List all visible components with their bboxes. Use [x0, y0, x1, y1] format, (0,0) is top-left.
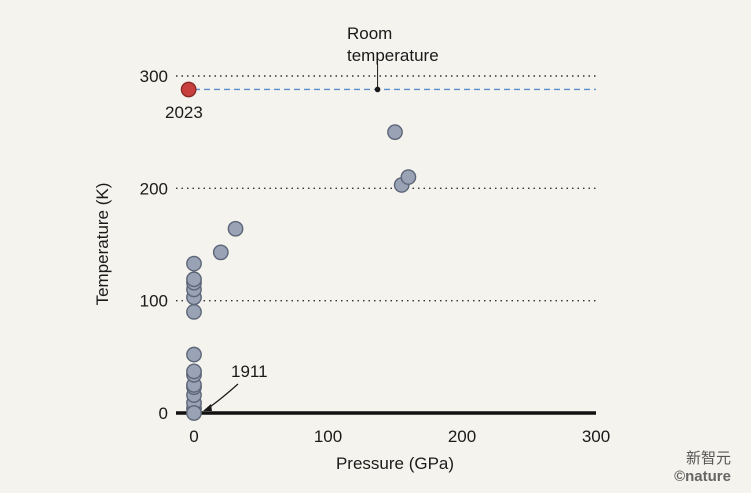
- nature-credit: ©nature: [674, 468, 731, 485]
- label-2023: 2023: [165, 103, 203, 122]
- data-point: [212, 244, 229, 261]
- arrowhead-1911: [203, 404, 212, 411]
- data-point: [400, 169, 417, 186]
- y-tick-0: 0: [159, 404, 168, 423]
- data-point: [186, 363, 202, 380]
- data-point: [186, 346, 202, 363]
- data-point: [227, 220, 244, 237]
- annotations: Room temperature 2023 1911: [165, 24, 439, 411]
- data-point: [186, 255, 202, 272]
- arrow-1911: [206, 383, 239, 410]
- y-tick-100: 100: [140, 292, 168, 311]
- room-label-line2: temperature: [347, 46, 439, 65]
- data-point: [387, 124, 403, 141]
- point-2023: [180, 81, 197, 98]
- x-tick-300: 300: [582, 427, 610, 446]
- gridlines: [176, 75, 596, 302]
- room-temperature-marker: [374, 86, 381, 93]
- x-axis-label: Pressure (GPa): [336, 454, 454, 473]
- watermark: 新智元 ©nature: [674, 450, 731, 486]
- x-tick-0: 0: [189, 427, 198, 446]
- wechat-watermark: 新智元: [685, 450, 731, 467]
- y-tick-300: 300: [140, 67, 168, 86]
- label-1911: 1911: [231, 362, 268, 381]
- x-tick-200: 200: [448, 427, 476, 446]
- data-points: [180, 81, 417, 421]
- data-point: [186, 405, 202, 421]
- x-tick-100: 100: [314, 427, 342, 446]
- data-point: [186, 271, 202, 288]
- room-temperature-line: [194, 64, 596, 93]
- room-label-line1: Room: [347, 24, 392, 43]
- y-axis-label: Temperature (K): [93, 183, 112, 306]
- y-tick-200: 200: [140, 179, 168, 198]
- data-point: [186, 303, 202, 320]
- tick-labels: 0 100 200 300 0 100 200 300: [140, 67, 611, 446]
